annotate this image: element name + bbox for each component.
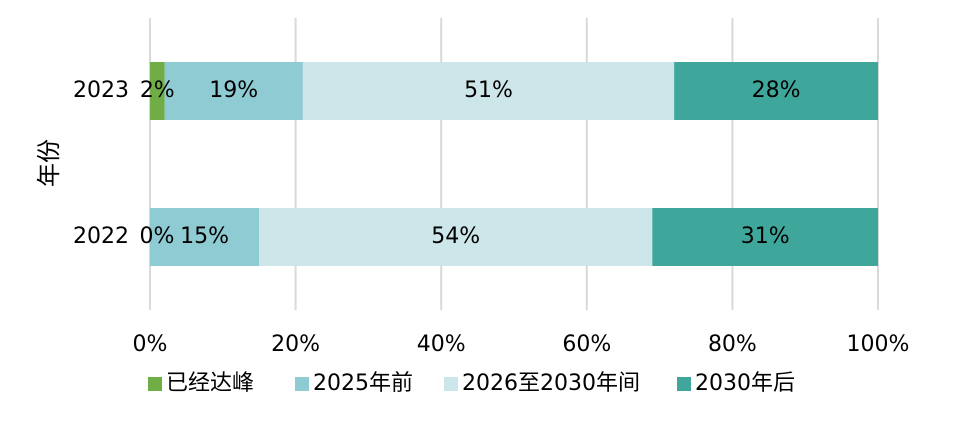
bar-data-label: 2% [140,78,175,103]
x-tick-label: 40% [417,332,466,357]
x-tick-label: 100% [847,332,910,357]
x-tick-label: 60% [562,332,611,357]
bar-data-label: 51% [464,78,513,103]
bar-segment [652,208,878,266]
x-tick-label: 0% [133,332,168,357]
legend-label: 已经达峰 [166,371,254,396]
y-axis-title: 年份 [35,139,63,187]
bar-segment [259,208,653,266]
x-tick-label: 80% [708,332,757,357]
bar-data-label: 15% [180,224,229,249]
bar-segment [302,62,675,120]
legend-label: 2025年前 [313,371,413,396]
bar-data-label: 28% [752,78,801,103]
bar-data-label: 54% [431,224,480,249]
x-tick-label: 20% [271,332,320,357]
bar-data-label: 31% [741,224,790,249]
legend-label: 2026至2030年间 [462,371,640,396]
legend-swatch [677,377,691,391]
legend-swatch [295,377,309,391]
legend-swatch [148,377,162,391]
legend-label: 2030年后 [695,371,795,396]
bar-data-label: 19% [209,78,258,103]
y-category-label: 2022 [73,224,129,249]
bar-segment [150,208,260,266]
legend-swatch [444,377,458,391]
y-category-label: 2023 [73,78,129,103]
bar-segment [674,62,878,120]
bar-data-label: 0% [140,224,175,249]
bar-segment [164,62,303,120]
bar-segment [150,62,165,120]
